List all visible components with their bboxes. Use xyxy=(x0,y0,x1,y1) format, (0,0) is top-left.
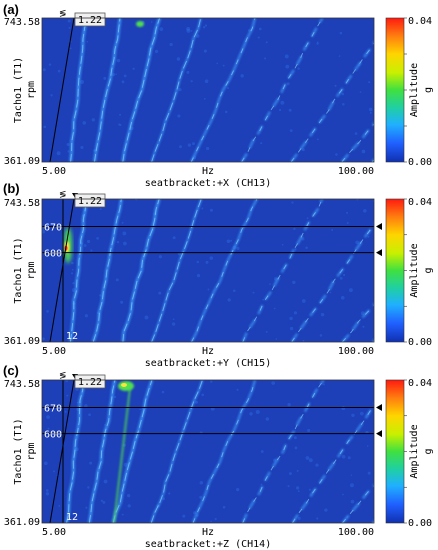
order-cursor-line[interactable] xyxy=(49,379,75,524)
panel-2: (b) 12 ≶ 1.22 670 600 743.58 361.09 Tacho1 (T1) r… xyxy=(3,181,434,369)
y-min-label: 361.09 xyxy=(4,156,40,167)
cursor-value: 1.22 xyxy=(78,15,102,26)
plot-frame xyxy=(41,198,375,343)
y-max-label: 743.58 xyxy=(4,379,40,390)
rpm-cursor-label: 600 xyxy=(44,430,62,441)
colorbar-unit: g xyxy=(423,87,434,93)
channel-label: seatbracket:+X (CH13) xyxy=(145,178,271,189)
x-max-label: 100.00 xyxy=(338,346,374,357)
heatmap-area xyxy=(42,18,374,162)
y-axis-unit: rpm xyxy=(26,442,37,460)
colorbar-gradient xyxy=(385,17,405,163)
panel-3: (c) 12 ≶ 1.22 670 600 743.58 361.09 Tacho1 (T1) r… xyxy=(3,363,434,550)
rpm-cursor-label: 600 xyxy=(44,249,62,260)
y-max-label: 743.58 xyxy=(4,198,40,209)
channel-label: seatbracket:+Z (CH14) xyxy=(145,539,271,550)
y-axis-title: Tacho1 (T1) xyxy=(13,57,24,123)
channel-label: seatbracket:+Y (CH15) xyxy=(145,358,271,369)
colorbar-unit: g xyxy=(423,267,434,273)
heatmap-area xyxy=(42,380,374,523)
panel-label: (b) xyxy=(3,181,20,196)
x-min-label: 5.00 xyxy=(42,166,66,177)
colorbar-max-label: 0.04 xyxy=(408,197,432,208)
y-axis-unit: rpm xyxy=(26,81,37,99)
y-axis-title: Tacho1 (T1) xyxy=(13,237,24,303)
cursor-value: 1.22 xyxy=(78,377,102,388)
cursor-value-box xyxy=(74,193,106,208)
colorbar-max-label: 0.04 xyxy=(408,16,432,27)
order-marker-icon[interactable]: ≶ xyxy=(59,189,67,199)
panel-1: (a) ≶ 1.22 743.58 361.09 Tacho1 (T1) rpm 5.00 10… xyxy=(3,2,434,189)
order-marker-icon[interactable]: ≶ xyxy=(59,8,67,18)
plot-frame xyxy=(41,17,375,163)
y-max-label: 743.58 xyxy=(4,17,40,28)
rpm-cursor-handle-icon[interactable] xyxy=(376,223,382,231)
x-axis-unit: Hz xyxy=(202,166,214,177)
colorbar: 0.04 0.00 Amplitude g xyxy=(385,16,434,168)
x-axis-unit: Hz xyxy=(202,346,214,357)
colorbar: 0.04 0.00 Amplitude g xyxy=(385,378,434,529)
frequency-cursor-tag: 12 xyxy=(66,512,78,523)
colorbar-title: Amplitude xyxy=(409,424,420,478)
x-min-label: 5.00 xyxy=(42,527,66,538)
colorbar-min-label: 0.00 xyxy=(408,337,432,348)
colorbar-unit: g xyxy=(423,448,434,454)
plot-frame xyxy=(41,379,375,524)
colorbar: 0.04 0.00 Amplitude g xyxy=(385,197,434,348)
heatmap-area xyxy=(42,199,374,342)
rpm-cursor-handle-icon[interactable] xyxy=(376,430,382,438)
rpm-cursor-label: 670 xyxy=(44,223,62,234)
y-min-label: 361.09 xyxy=(4,336,40,347)
x-max-label: 100.00 xyxy=(338,527,374,538)
order-ridges xyxy=(42,199,374,342)
cursor-value: 1.22 xyxy=(78,196,102,207)
colorbar-min-label: 0.00 xyxy=(408,518,432,529)
rpm-cursor-handle-icon[interactable] xyxy=(376,404,382,412)
order-cursor-line[interactable] xyxy=(49,198,75,343)
rpm-cursor-label: 670 xyxy=(44,404,62,415)
x-axis-unit: Hz xyxy=(202,527,214,538)
x-min-label: 5.00 xyxy=(42,346,66,357)
y-axis-title: Tacho1 (T1) xyxy=(13,418,24,484)
colorbar-gradient xyxy=(385,379,405,524)
colorbar-title: Amplitude xyxy=(409,243,420,297)
frequency-cursor-tag: 12 xyxy=(66,331,78,342)
rpm-cursor-handle-icon[interactable] xyxy=(376,249,382,257)
colorbar-gradient xyxy=(385,198,405,343)
order-ridges xyxy=(44,380,374,523)
order-ridges xyxy=(42,18,374,162)
colorbar-max-label: 0.04 xyxy=(408,378,432,389)
order-marker-icon[interactable]: ≶ xyxy=(59,370,67,380)
cursor-value-box xyxy=(74,374,106,389)
y-min-label: 361.09 xyxy=(4,517,40,528)
y-axis-unit: rpm xyxy=(26,261,37,279)
colorbar-min-label: 0.00 xyxy=(408,157,432,168)
panel-label: (a) xyxy=(3,2,19,17)
cursor-value-box xyxy=(74,12,106,27)
order-cursor-line[interactable] xyxy=(49,17,75,163)
x-max-label: 100.00 xyxy=(338,166,374,177)
panel-label: (c) xyxy=(3,363,19,378)
colorbar-title: Amplitude xyxy=(409,63,420,117)
